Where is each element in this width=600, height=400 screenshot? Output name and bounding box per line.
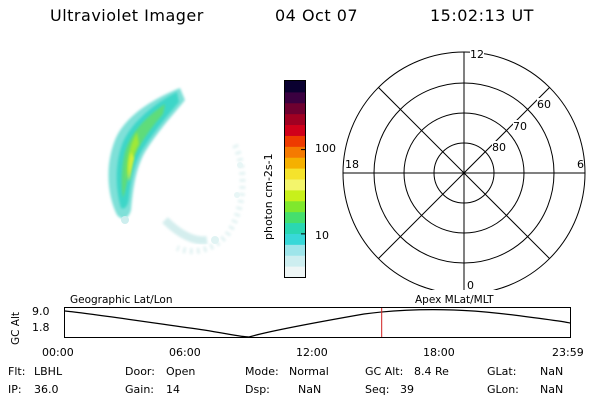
colorbar-segment xyxy=(285,233,305,245)
status-dsp-key: Dsp: xyxy=(245,383,270,396)
colorbar-segment xyxy=(285,168,305,180)
xtick-1800: 18:00 xyxy=(423,346,455,359)
colorbar-segment xyxy=(285,124,305,136)
status-gain-key: Gain: xyxy=(125,383,154,396)
instrument-title: Ultraviolet Imager xyxy=(50,6,204,25)
xtick-2359: 23:59 xyxy=(552,346,584,359)
xtick-0600: 06:00 xyxy=(169,346,201,359)
colorbar-segment xyxy=(285,146,305,158)
status-seq-value: 39 xyxy=(400,383,414,396)
colorbar-tick-10: 10 xyxy=(315,229,329,242)
altitude-curve xyxy=(64,309,571,338)
colorbar-segment xyxy=(285,266,305,278)
status-glon-key: GLon: xyxy=(487,383,519,396)
lat-label-60: 60 xyxy=(537,98,551,111)
xtick-1200: 12:00 xyxy=(296,346,328,359)
colorbar-segment xyxy=(285,255,305,267)
colorbar-tick-100: 100 xyxy=(315,142,336,155)
status-gain-value: 14 xyxy=(166,383,180,396)
colorbar-segment xyxy=(285,135,305,147)
colorbar-segment xyxy=(285,211,305,224)
status-glon-value: NaN xyxy=(540,383,564,396)
status-glat-key: GLat: xyxy=(487,365,517,378)
status-flt-value: LBHL xyxy=(34,365,63,378)
altitude-plot xyxy=(64,307,571,338)
status-glat-value: NaN xyxy=(540,365,564,378)
colorbar-segment xyxy=(285,222,305,234)
mlt-label-12: 12 xyxy=(470,48,484,61)
status-door-value: Open xyxy=(166,365,196,378)
altitude-ytick-top: 9.0 xyxy=(32,305,50,318)
geographic-label: Geographic Lat/Lon xyxy=(70,294,173,306)
polar-diagonal-b xyxy=(378,87,550,259)
colorbar-segment xyxy=(285,179,305,191)
lat-label-70: 70 xyxy=(513,120,527,133)
colorbar-segment xyxy=(285,81,305,93)
colorbar-segment xyxy=(285,189,305,202)
status-ip-value: 36.0 xyxy=(34,383,59,396)
polar-grid xyxy=(342,51,586,290)
status-ip-key: IP: xyxy=(8,383,22,396)
aurora-image xyxy=(108,88,246,255)
colorbar-segment xyxy=(285,102,305,115)
colorbar-frame xyxy=(284,80,306,278)
status-flt-key: Flt: xyxy=(8,365,26,378)
status-dsp-value: NaN xyxy=(298,383,322,396)
colorbar-segment xyxy=(285,200,305,213)
colorbar-segment xyxy=(285,157,305,169)
colorbar-segment xyxy=(285,113,305,126)
status-gcalt-value: 8.4 Re xyxy=(414,365,449,378)
status-mode-value: Normal xyxy=(289,365,329,378)
xtick-0000: 00:00 xyxy=(42,346,74,359)
colorbar xyxy=(284,80,306,278)
status-seq-key: Seq: xyxy=(365,383,390,396)
status-mode-key: Mode: xyxy=(245,365,279,378)
apex-label: Apex MLat/MLT xyxy=(415,294,494,306)
lat-label-80: 80 xyxy=(492,141,506,154)
colorbar-label: photon cm-2s-1 xyxy=(262,153,275,240)
altitude-plot-frame xyxy=(64,307,571,338)
altitude-ytick-bottom: 1.8 xyxy=(32,321,50,334)
colorbar-segment xyxy=(285,244,305,256)
mlt-label-0: 0 xyxy=(467,279,474,292)
mlt-label-6: 6 xyxy=(577,158,584,171)
status-gcalt-key: GC Alt: xyxy=(365,365,404,378)
observation-date: 04 Oct 07 xyxy=(275,6,359,25)
colorbar-segment xyxy=(285,91,305,104)
mlt-label-18: 18 xyxy=(345,158,359,171)
observation-time: 15:02:13 UT xyxy=(430,6,534,25)
altitude-ylabel: GC Alt xyxy=(10,311,22,345)
status-door-key: Door: xyxy=(125,365,155,378)
